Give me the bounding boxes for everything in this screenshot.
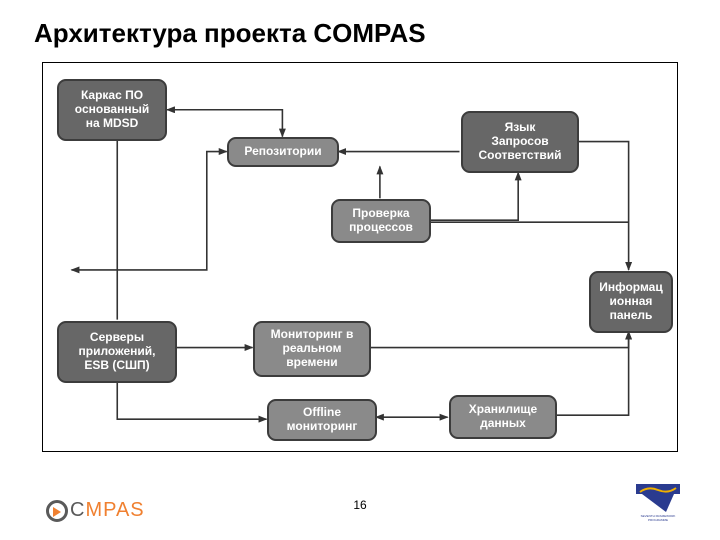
compas-logo-t2: MPAS [85,499,144,522]
node-lang: Язык Запросов Соответствий [461,111,579,173]
node-store: Хранилище данных [449,395,557,439]
page-title: Архитектура проекта COMPAS [34,18,426,49]
page-number: 16 [353,498,366,512]
fp7-label-bottom: PROGRAMME [648,518,668,522]
fp7-logo: SEVENTH FRAMEWORK PROGRAMME [636,484,680,522]
node-repo: Репозитории [227,137,339,167]
edge-e4 [430,172,519,220]
compas-logo-t1: C [70,499,85,522]
edge-e6 [71,152,226,270]
node-offmon: Offline мониторинг [267,399,377,441]
edge-e8 [370,332,629,348]
edge-e13 [117,381,266,419]
architecture-diagram: Каркас ПО основанный на MDSD Репозитории Я… [42,62,678,452]
edge-e11 [555,332,629,416]
edge-e9 [577,142,629,270]
footer: C MPAS 16 SEVENTH FRAMEWORK PROGRAMME [0,480,720,540]
node-servers: Серверы приложений, ESB (СШП) [57,321,177,383]
compas-logo-icon [46,500,68,522]
node-mdsd: Каркас ПО основанный на MDSD [57,79,167,141]
node-dash: Информац ионная панель [589,271,673,333]
compas-logo: C MPAS [46,499,145,522]
edge-e1 [167,110,282,137]
node-rtmon: Мониторинг в реальном времени [253,321,371,377]
node-check: Проверка процессов [331,199,431,243]
